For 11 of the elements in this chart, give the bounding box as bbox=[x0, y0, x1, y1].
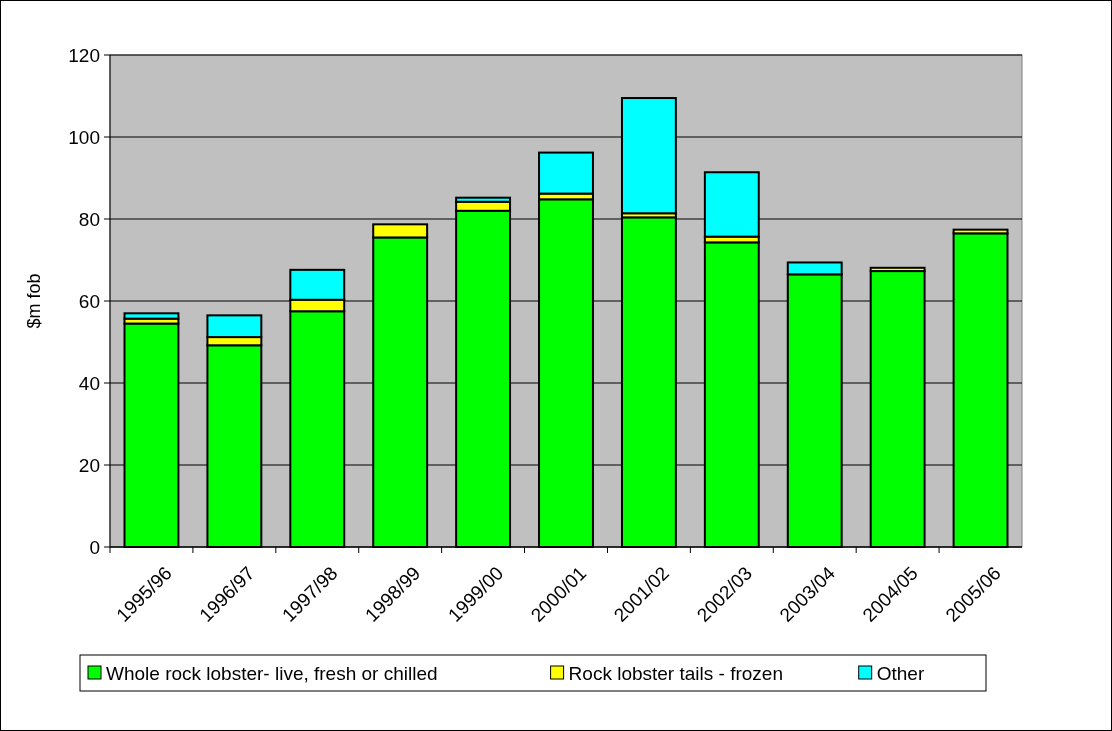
legend-label: Other bbox=[876, 662, 925, 684]
y-tick-label: 20 bbox=[78, 454, 100, 476]
y-tick-label: 100 bbox=[68, 126, 100, 148]
legend-label: Whole rock lobster- live, fresh or chilled bbox=[106, 662, 438, 684]
y-tick-label: 40 bbox=[78, 372, 100, 394]
y-tick-label: 80 bbox=[78, 208, 100, 230]
y-tick-label: 120 bbox=[68, 44, 100, 66]
y-tick-label: 0 bbox=[89, 536, 100, 558]
legend-label: Rock lobster tails - frozen bbox=[568, 662, 783, 684]
y-tick-label: 60 bbox=[78, 290, 100, 312]
y-axis-title: $m fob bbox=[24, 273, 44, 329]
